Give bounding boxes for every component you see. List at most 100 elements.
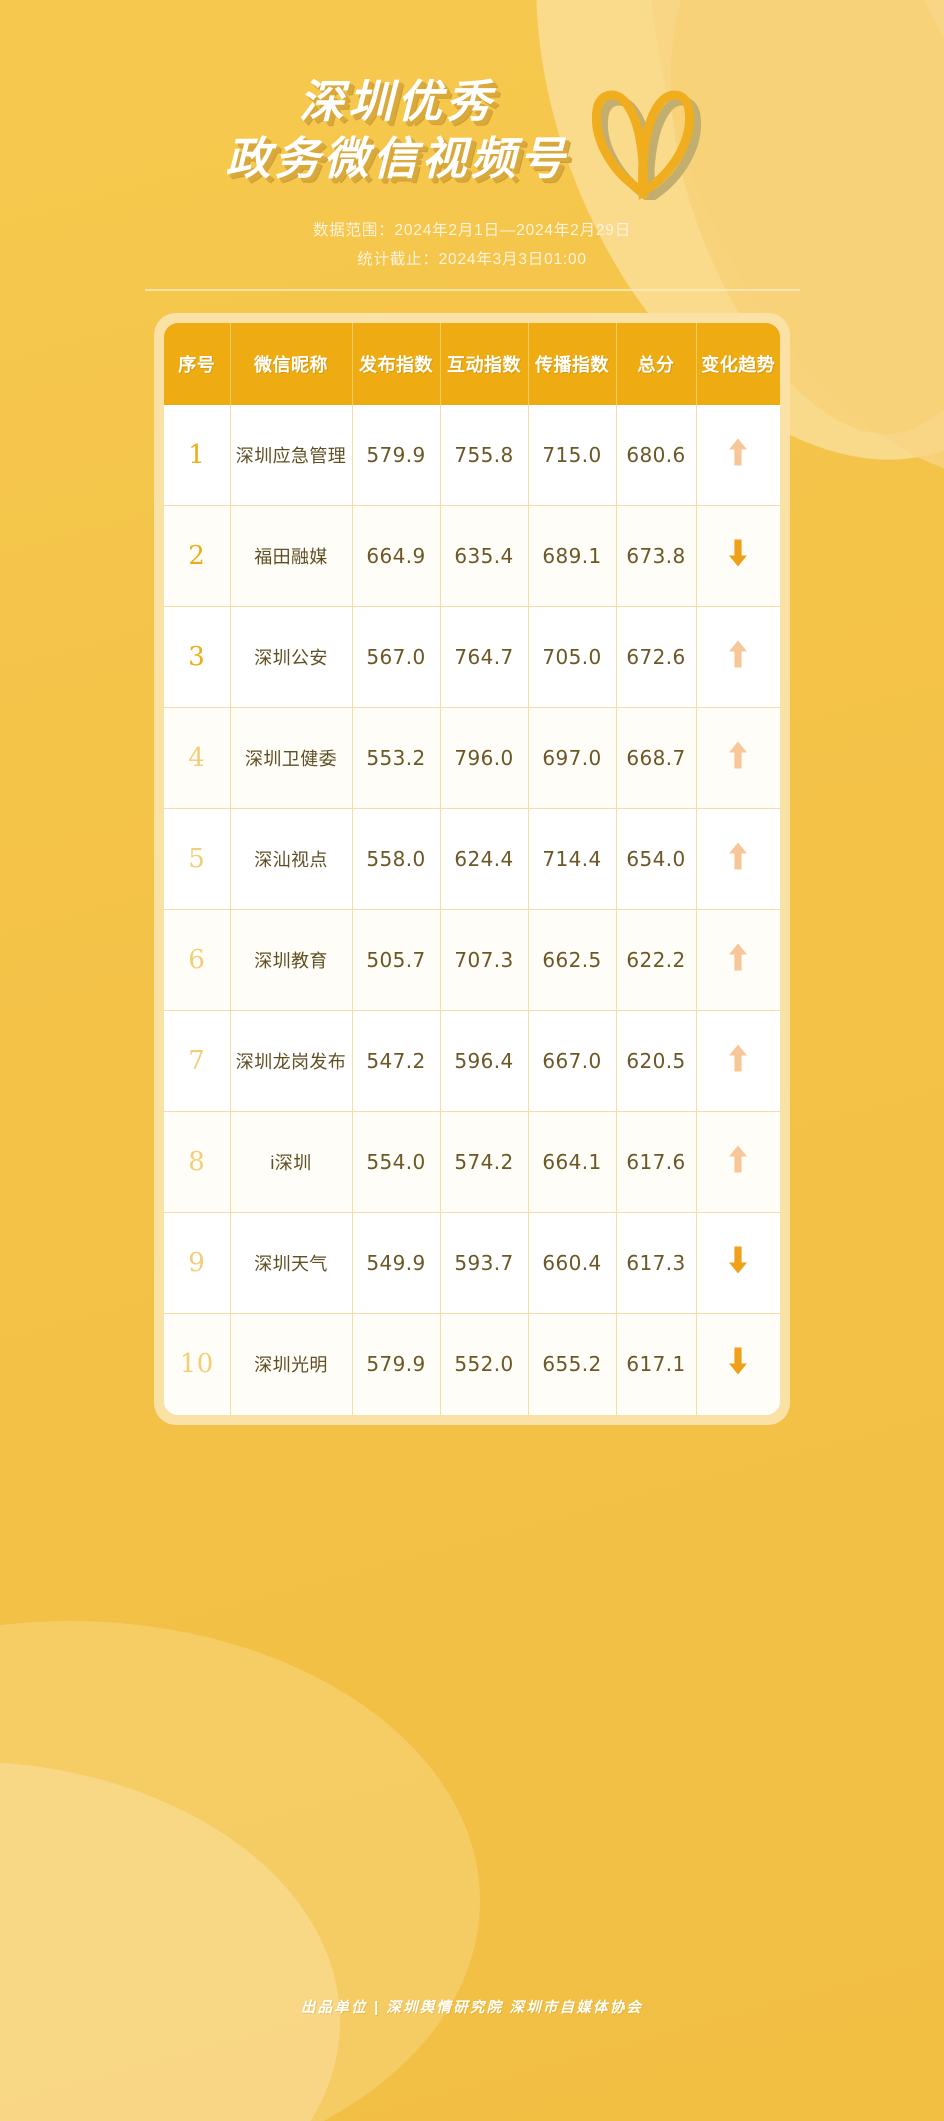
cell-nickname[interactable]: 深圳教育 <box>230 909 353 1011</box>
table-row[interactable]: 4 深圳卫健委 553.2 796.0 697.0 668.7 <box>164 707 780 809</box>
cell-interact-index: 596.4 <box>440 1010 529 1112</box>
cell-publish-index: 505.7 <box>352 909 441 1011</box>
column-header-spread: 传播指数 <box>528 322 617 405</box>
cell-nickname[interactable]: 福田融媒 <box>230 505 353 607</box>
cell-spread-index: 705.0 <box>528 606 617 708</box>
cell-publish-index: 558.0 <box>352 808 441 910</box>
cell-spread-index: 664.1 <box>528 1111 617 1213</box>
column-header-rank: 序号 <box>164 322 231 405</box>
stat-cutoff-text: 统计截止：2024年3月3日01:00 <box>357 251 587 269</box>
trend-down-arrow-icon <box>727 1246 749 1289</box>
table-row[interactable]: 1 深圳应急管理 579.9 755.8 715.0 680.6 <box>164 404 780 506</box>
column-header-nickname: 微信昵称 <box>230 322 353 405</box>
cell-nickname[interactable]: 深圳公安 <box>230 606 353 708</box>
cell-nickname[interactable]: i深圳 <box>230 1111 353 1213</box>
cell-interact-index: 796.0 <box>440 707 529 809</box>
table-row[interactable]: 8 i深圳 554.0 574.2 664.1 617.6 <box>164 1111 780 1213</box>
trend-up-arrow-icon <box>727 943 749 986</box>
cell-trend <box>696 506 780 607</box>
cell-total-score: 654.0 <box>616 808 697 910</box>
wechat-channels-logo-icon <box>591 90 701 200</box>
cell-spread-index: 667.0 <box>528 1010 617 1112</box>
cell-publish-index: 553.2 <box>352 707 441 809</box>
cell-rank: 3 <box>164 606 231 708</box>
column-header-interact: 互动指数 <box>440 322 529 405</box>
cell-publish-index: 567.0 <box>352 606 441 708</box>
cell-rank: 1 <box>164 404 231 506</box>
rank-number: 10 <box>179 1349 214 1380</box>
cell-nickname[interactable]: 深圳应急管理 <box>230 404 353 506</box>
rank-number: 3 <box>188 642 206 673</box>
ranking-card-inner: 序号 微信昵称 发布指数 互动指数 传播指数 总分 变化趋势 1 深圳应急管理 57… <box>164 322 780 1415</box>
cell-total-score: 680.6 <box>616 404 697 506</box>
data-range-text: 数据范围：2024年2月1日—2024年2月29日 <box>312 222 632 240</box>
cell-publish-index: 579.9 <box>352 404 441 506</box>
trend-up-arrow-icon <box>727 1044 749 1087</box>
cell-total-score: 672.6 <box>616 606 697 708</box>
header-divider <box>144 288 800 291</box>
cell-nickname[interactable]: 深圳天气 <box>230 1212 353 1314</box>
cell-trend <box>696 910 780 1011</box>
cell-interact-index: 593.7 <box>440 1212 529 1314</box>
cell-interact-index: 552.0 <box>440 1313 529 1415</box>
cell-interact-index: 764.7 <box>440 606 529 708</box>
cell-spread-index: 697.0 <box>528 707 617 809</box>
cell-trend <box>696 405 780 506</box>
cell-publish-index: 549.9 <box>352 1212 441 1314</box>
table-header-row: 序号 微信昵称 发布指数 互动指数 传播指数 总分 变化趋势 <box>164 322 780 405</box>
cell-interact-index: 635.4 <box>440 505 529 607</box>
rank-number: 9 <box>188 1248 206 1279</box>
cell-rank: 9 <box>164 1212 231 1314</box>
title-block: 深圳优秀 政务微信视频号 <box>225 74 718 200</box>
cell-trend <box>696 1011 780 1112</box>
rank-number: 4 <box>188 743 206 774</box>
cell-spread-index: 655.2 <box>528 1313 617 1415</box>
cell-spread-index: 662.5 <box>528 909 617 1011</box>
cell-nickname[interactable]: 深汕视点 <box>230 808 353 910</box>
cell-interact-index: 574.2 <box>440 1111 529 1213</box>
rank-number: 1 <box>188 439 206 470</box>
page-title-line2: 政务微信视频号 <box>225 131 569 185</box>
cell-rank: 4 <box>164 707 231 809</box>
cell-total-score: 617.1 <box>616 1313 697 1415</box>
cell-rank: 7 <box>164 1010 231 1112</box>
table-row[interactable]: 3 深圳公安 567.0 764.7 705.0 672.6 <box>164 606 780 708</box>
cell-interact-index: 624.4 <box>440 808 529 910</box>
table-row[interactable]: 6 深圳教育 505.7 707.3 662.5 622.2 <box>164 909 780 1011</box>
cell-trend <box>696 1112 780 1213</box>
ranking-card: 序号 微信昵称 发布指数 互动指数 传播指数 总分 变化趋势 1 深圳应急管理 57… <box>154 312 790 1425</box>
page-title-line1: 深圳优秀 <box>298 75 495 128</box>
cell-rank: 2 <box>164 505 231 607</box>
cell-total-score: 668.7 <box>616 707 697 809</box>
trend-down-arrow-icon <box>727 1347 749 1390</box>
trend-up-arrow-icon <box>727 842 749 885</box>
cell-spread-index: 689.1 <box>528 505 617 607</box>
trend-up-arrow-icon <box>727 741 749 784</box>
ranking-table: 序号 微信昵称 发布指数 互动指数 传播指数 总分 变化趋势 1 深圳应急管理 57… <box>164 322 780 1415</box>
table-row[interactable]: 7 深圳龙岗发布 547.2 596.4 667.0 620.5 <box>164 1010 780 1112</box>
column-header-trend: 变化趋势 <box>701 354 776 375</box>
cell-interact-index: 707.3 <box>440 909 529 1011</box>
subtitle-block: 数据范围：2024年2月1日—2024年2月29日 统计截止：2024年3月3日… <box>0 217 944 274</box>
cell-publish-index: 554.0 <box>352 1111 441 1213</box>
cell-total-score: 622.2 <box>616 909 697 1011</box>
cell-rank: 6 <box>164 909 231 1011</box>
cell-spread-index: 714.4 <box>528 808 617 910</box>
cell-nickname[interactable]: 深圳卫健委 <box>230 707 353 809</box>
page-footer: 出品单位 | 深圳舆情研究院 深圳市自媒体协会 <box>0 1996 944 2017</box>
table-row[interactable]: 2 福田融媒 664.9 635.4 689.1 673.8 <box>164 505 780 607</box>
cell-spread-index: 660.4 <box>528 1212 617 1314</box>
cell-nickname[interactable]: 深圳光明 <box>230 1313 353 1415</box>
table-row[interactable]: 5 深汕视点 558.0 624.4 714.4 654.0 <box>164 808 780 910</box>
table-row[interactable]: 10 深圳光明 579.9 552.0 655.2 617.1 <box>164 1313 780 1415</box>
rank-number: 2 <box>188 541 206 572</box>
table-row[interactable]: 9 深圳天气 549.9 593.7 660.4 617.3 <box>164 1212 780 1314</box>
cell-nickname[interactable]: 深圳龙岗发布 <box>230 1010 353 1112</box>
cell-trend <box>696 1213 780 1314</box>
cell-trend <box>696 607 780 708</box>
cell-publish-index: 579.9 <box>352 1313 441 1415</box>
trend-up-arrow-icon <box>727 1145 749 1188</box>
footer-credit-text: 出品单位 | 深圳舆情研究院 深圳市自媒体协会 <box>300 2000 644 2016</box>
page-header: 深圳优秀 政务微信视频号 数据范围：2024年2月1日—2024年2月29日 统… <box>0 0 944 291</box>
cell-spread-index: 715.0 <box>528 404 617 506</box>
